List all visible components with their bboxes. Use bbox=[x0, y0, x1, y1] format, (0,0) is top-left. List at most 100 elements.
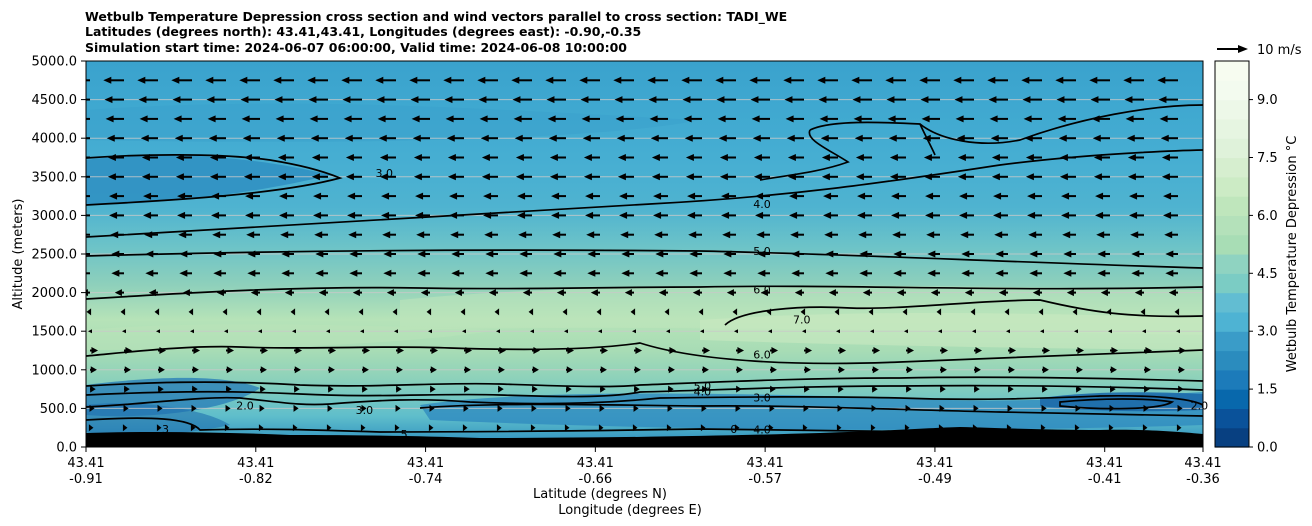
wind-vector-head bbox=[428, 424, 434, 432]
wind-vector bbox=[347, 192, 362, 200]
wind-vector bbox=[586, 231, 600, 239]
wind-vector-head bbox=[549, 154, 558, 161]
wind-vector-head bbox=[1055, 76, 1064, 84]
wind-vector-head bbox=[381, 211, 390, 219]
wind-vector bbox=[664, 308, 670, 316]
wind-vector bbox=[206, 96, 226, 104]
wind-vector bbox=[311, 154, 328, 161]
colorbar-band bbox=[1215, 389, 1249, 409]
wind-vector-head bbox=[379, 154, 388, 161]
wind-vector bbox=[870, 424, 876, 432]
wind-vector bbox=[887, 115, 906, 123]
wind-vector bbox=[718, 134, 736, 142]
contour-labels: 3.04.05.06.07.06.05.04.03.04.02.03.0352.… bbox=[162, 167, 1208, 441]
wind-vector bbox=[551, 192, 566, 200]
wind-vector bbox=[137, 76, 158, 84]
wind-vector-head bbox=[787, 154, 796, 161]
wind-vector-head bbox=[222, 308, 228, 316]
wind-vector bbox=[552, 231, 566, 239]
contour-label: 4.0 bbox=[694, 385, 712, 398]
contour-line bbox=[809, 104, 1203, 144]
wind-vector bbox=[892, 231, 906, 239]
colorbar-band bbox=[1215, 427, 1249, 448]
wind-vector bbox=[358, 308, 364, 316]
wind-vector-head bbox=[292, 424, 298, 432]
wind-vector bbox=[484, 231, 498, 239]
wind-vector bbox=[927, 250, 940, 258]
wind-vector-head bbox=[1042, 366, 1049, 374]
wind-vector bbox=[823, 192, 838, 200]
wind-vector bbox=[600, 366, 607, 374]
wind-vector-head bbox=[769, 404, 775, 412]
plot-area: 3.04.05.06.07.06.05.04.03.04.02.03.0352.… bbox=[85, 60, 1208, 448]
wind-vector-head bbox=[226, 366, 233, 374]
wind-vector-head bbox=[632, 329, 636, 334]
wind-vector-head bbox=[960, 231, 969, 239]
wind-vector bbox=[1176, 329, 1180, 334]
wind-vector-head bbox=[315, 250, 324, 258]
wind-vector bbox=[770, 366, 777, 374]
wind-vector bbox=[280, 231, 294, 239]
wind-vector bbox=[1038, 308, 1044, 316]
wind-vector-head bbox=[515, 173, 524, 181]
wind-vector bbox=[868, 308, 874, 316]
wind-vector bbox=[241, 115, 260, 123]
wind-vector bbox=[191, 404, 197, 412]
wind-vector bbox=[519, 250, 532, 258]
wind-vector-head bbox=[991, 173, 1000, 181]
wind-vector bbox=[722, 231, 736, 239]
wind-vector-head bbox=[685, 154, 694, 161]
wind-vector-head bbox=[1057, 115, 1066, 123]
wind-vector-head bbox=[362, 385, 368, 393]
wind-vector-head bbox=[1131, 269, 1140, 277]
wind-vector-head bbox=[757, 269, 766, 277]
wind-vector-head bbox=[1066, 289, 1074, 297]
wind-vector-head bbox=[498, 385, 504, 393]
wind-vector bbox=[959, 192, 974, 200]
wind-vector bbox=[532, 347, 541, 354]
wind-vector-head bbox=[1123, 76, 1132, 84]
wind-vector bbox=[294, 385, 300, 393]
x-tick-label-lat: 43.41 bbox=[577, 456, 614, 471]
wind-vector-head bbox=[159, 347, 167, 354]
wind-vector bbox=[1165, 250, 1178, 258]
wind-vector-head bbox=[172, 96, 181, 104]
wind-vector-head bbox=[749, 76, 758, 84]
wind-vector bbox=[689, 250, 702, 258]
wind-vector bbox=[587, 269, 600, 277]
wind-vector-head bbox=[687, 211, 696, 219]
wind-vector-head bbox=[907, 347, 915, 354]
wind-vector-head bbox=[394, 329, 398, 334]
wind-vector bbox=[451, 250, 464, 258]
wind-vector-head bbox=[647, 76, 656, 84]
wind-vector-head bbox=[443, 76, 452, 84]
wind-vector-head bbox=[655, 250, 664, 258]
wind-vector-head bbox=[445, 115, 454, 123]
colorbar-tick-label: 0.0 bbox=[1257, 441, 1278, 456]
wind-vector bbox=[1006, 424, 1012, 432]
wind-vector bbox=[717, 115, 736, 123]
wind-vector-head bbox=[114, 289, 122, 297]
wind-vector bbox=[158, 366, 165, 374]
wind-vector bbox=[1074, 329, 1078, 334]
wind-vector bbox=[173, 115, 192, 123]
wind-vector bbox=[785, 115, 804, 123]
wind-vector bbox=[109, 192, 124, 200]
wind-vector bbox=[855, 173, 872, 181]
wind-vector bbox=[259, 404, 265, 412]
wind-vector-head bbox=[277, 154, 286, 161]
wind-vector bbox=[870, 329, 874, 334]
wind-vector bbox=[804, 366, 811, 374]
wind-vector bbox=[498, 366, 505, 374]
wind-vector-head bbox=[481, 173, 490, 181]
wind-vector-head bbox=[930, 289, 938, 297]
wind-vector-head bbox=[465, 347, 473, 354]
wind-vector bbox=[1042, 385, 1048, 393]
wind-vector bbox=[377, 115, 396, 123]
wind-vector-head bbox=[940, 385, 946, 393]
wind-vector bbox=[1129, 211, 1144, 219]
wind-vector bbox=[549, 173, 566, 181]
wind-vector-head bbox=[961, 269, 970, 277]
contour-label: 5 bbox=[401, 428, 408, 441]
contour-label: 7.0 bbox=[793, 314, 811, 327]
